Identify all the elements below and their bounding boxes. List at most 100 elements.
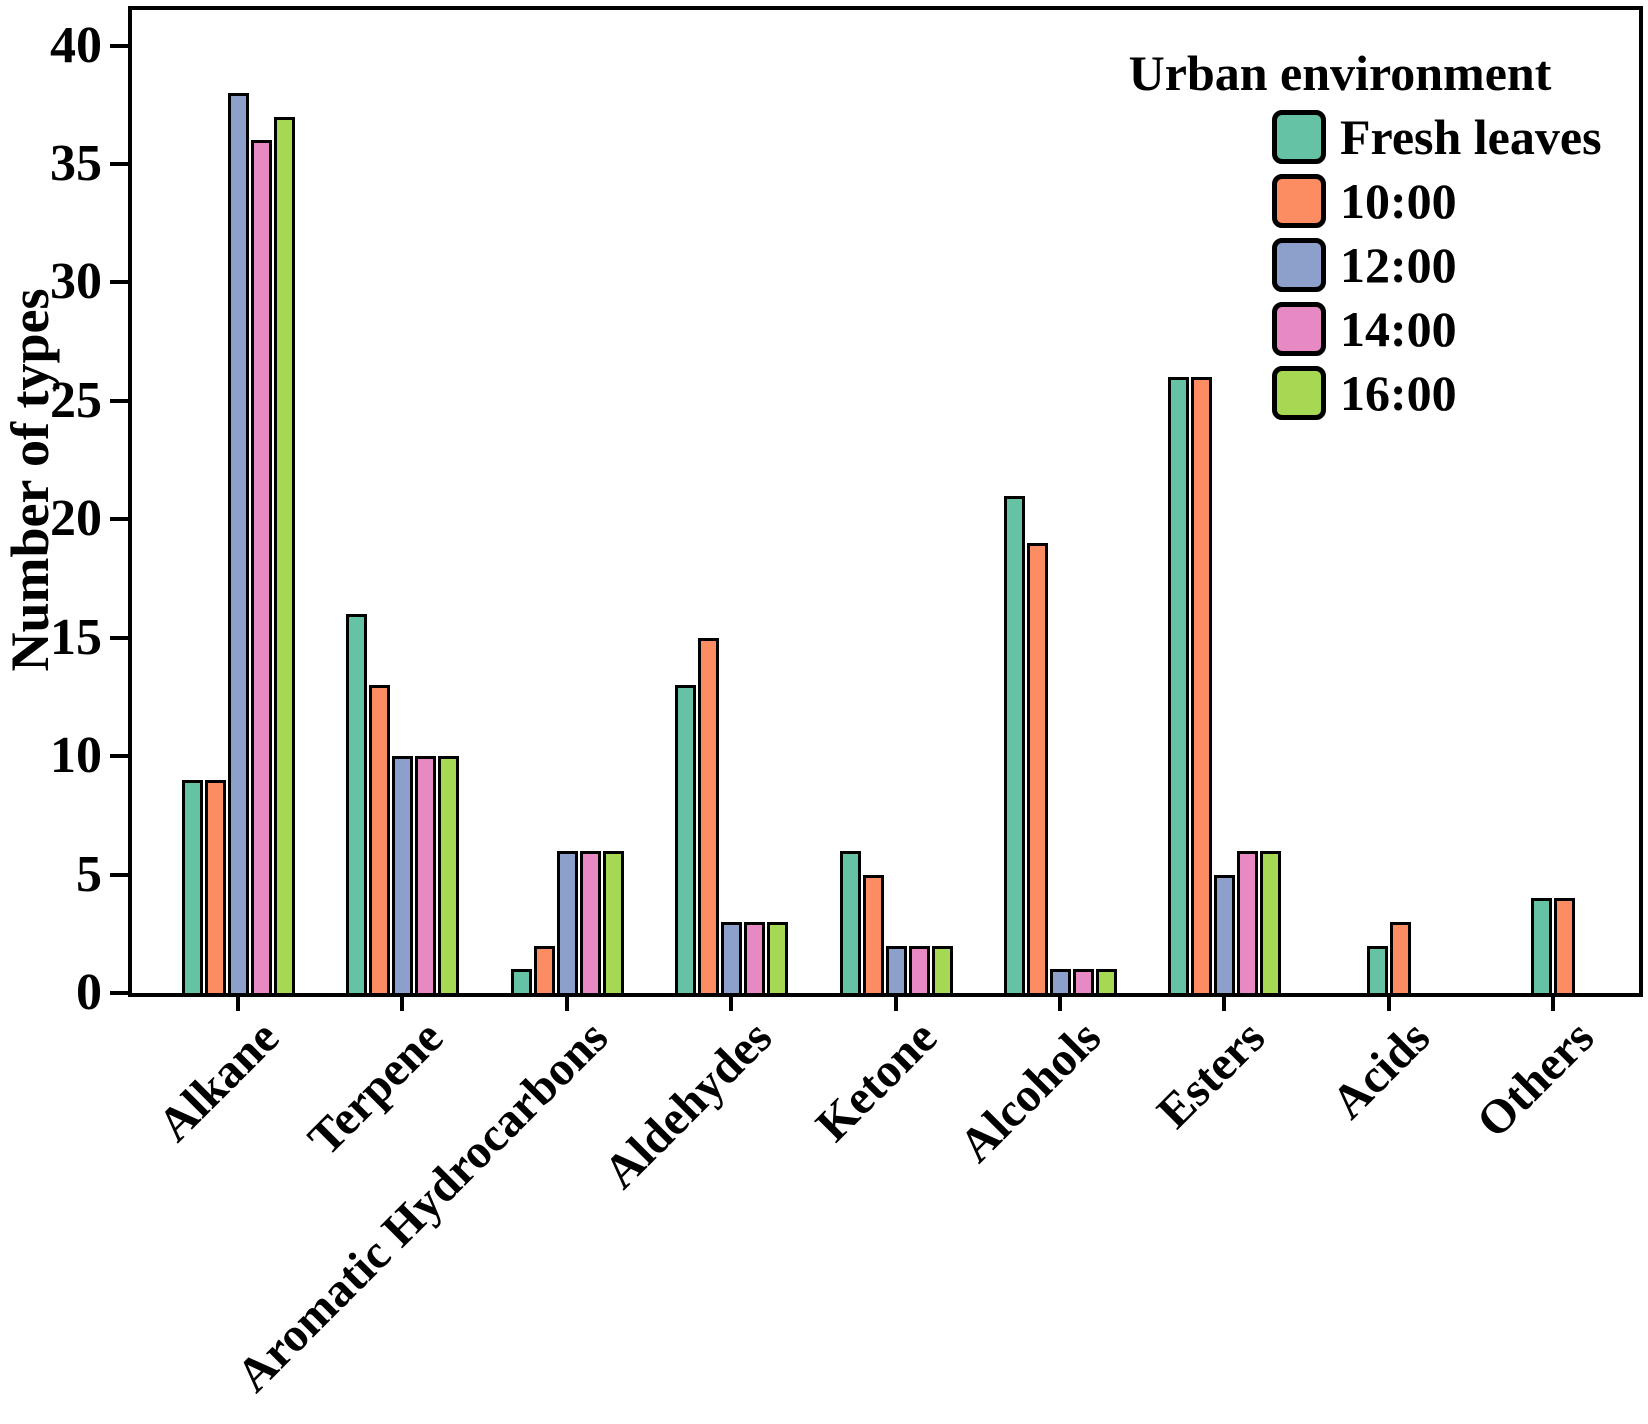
- bar: [227, 93, 249, 993]
- legend-item-label: Fresh leaves: [1340, 109, 1602, 165]
- legend-items: Fresh leaves 10:00 12:00 14:00 16:00: [1272, 110, 1602, 420]
- bar: [1390, 922, 1411, 993]
- x-category-label: Alkane: [147, 1010, 290, 1152]
- bar: [533, 946, 555, 993]
- y-tick-label: 15: [50, 608, 102, 666]
- y-tick-label: 35: [50, 134, 102, 192]
- y-tick-label: 30: [50, 253, 102, 311]
- bar: [1554, 898, 1575, 993]
- y-tick: [110, 517, 128, 522]
- legend-swatch: [1272, 302, 1326, 356]
- x-tick: [1386, 997, 1391, 1011]
- x-tick: [564, 997, 569, 1011]
- bar: [273, 117, 295, 993]
- y-tick-label: 5: [76, 845, 102, 903]
- bar: [1367, 946, 1388, 993]
- x-category-label: Terpene: [298, 1010, 454, 1166]
- legend-item-label: 14:00: [1340, 301, 1457, 357]
- y-tick-label: 20: [50, 490, 102, 548]
- x-tick: [1222, 997, 1227, 1011]
- legend-item-label: 12:00: [1340, 237, 1457, 293]
- bar: [1072, 969, 1094, 993]
- y-tick: [110, 398, 128, 403]
- bar: [908, 946, 930, 993]
- bar: [1259, 851, 1281, 993]
- x-category-label: Ketone: [805, 1010, 947, 1152]
- bar: [345, 614, 367, 993]
- bar: [1049, 969, 1071, 993]
- legend: Urban environment Fresh leaves 10:00 12:00…: [1100, 44, 1602, 430]
- y-tick: [110, 280, 128, 285]
- bar-group: [178, 10, 298, 993]
- bar-group: [1493, 10, 1613, 993]
- bar: [885, 946, 907, 993]
- y-tick-label: 25: [50, 371, 102, 429]
- bar-group: [1164, 10, 1284, 993]
- x-tick: [729, 997, 734, 1011]
- bar: [743, 922, 765, 993]
- legend-item: 12:00: [1272, 238, 1580, 292]
- bar: [391, 756, 413, 993]
- bar: [766, 922, 788, 993]
- legend-swatch: [1272, 110, 1326, 164]
- plot-area: [128, 6, 1643, 997]
- x-tick: [236, 997, 240, 1011]
- bar-group: [836, 10, 956, 993]
- x-tick: [893, 997, 898, 1011]
- bar: [1190, 377, 1212, 993]
- x-tick: [1551, 997, 1556, 1011]
- bar: [181, 780, 203, 993]
- x-category-label: Aldehydes: [593, 1010, 783, 1199]
- bar: [1026, 543, 1048, 993]
- legend-item: 10:00: [1272, 174, 1580, 228]
- legend-item: 14:00: [1272, 302, 1580, 356]
- bar-group: [1000, 10, 1120, 993]
- bar: [556, 851, 578, 993]
- legend-item: 16:00: [1272, 366, 1580, 420]
- bar: [931, 946, 953, 993]
- bar-group: [1329, 10, 1449, 993]
- y-tick: [110, 43, 128, 48]
- bar: [579, 851, 601, 993]
- bar: [674, 685, 696, 993]
- y-tick: [110, 872, 128, 877]
- bar-group: [671, 10, 791, 993]
- y-tick: [110, 754, 128, 759]
- legend-item-label: 10:00: [1340, 173, 1457, 229]
- x-category-label: Acids: [1321, 1010, 1440, 1130]
- bar: [1003, 496, 1025, 993]
- bar: [1095, 969, 1117, 993]
- bar: [510, 969, 532, 993]
- bar: [204, 780, 226, 993]
- bar: [839, 851, 861, 993]
- x-category-label: Alcohols: [949, 1010, 1112, 1173]
- bar: [697, 638, 719, 993]
- legend-item: Fresh leaves: [1272, 110, 1602, 164]
- bar: [602, 851, 624, 993]
- bar: [368, 685, 390, 993]
- y-tick: [110, 161, 128, 166]
- y-tick-label: 0: [76, 964, 102, 1021]
- bar: [862, 875, 884, 993]
- x-tick: [400, 997, 405, 1011]
- x-category-label: Esters: [1147, 1010, 1276, 1139]
- legend-item-label: 16:00: [1340, 365, 1457, 421]
- legend-title: Urban environment: [1128, 45, 1552, 101]
- bar: [1213, 875, 1235, 993]
- x-tick: [1058, 997, 1062, 1011]
- bar: [1236, 851, 1258, 993]
- bar: [1167, 377, 1189, 993]
- y-tick-label: 10: [50, 727, 102, 785]
- bar-group: [342, 10, 462, 993]
- y-tick: [110, 991, 128, 995]
- bar: [250, 140, 272, 993]
- legend-swatch: [1272, 238, 1326, 292]
- bar: [437, 756, 459, 993]
- legend-swatch: [1272, 366, 1326, 420]
- bar: [1531, 898, 1552, 993]
- bar: [720, 922, 742, 993]
- y-tick: [110, 635, 128, 640]
- bar-group: [507, 10, 627, 993]
- legend-swatch: [1272, 174, 1326, 228]
